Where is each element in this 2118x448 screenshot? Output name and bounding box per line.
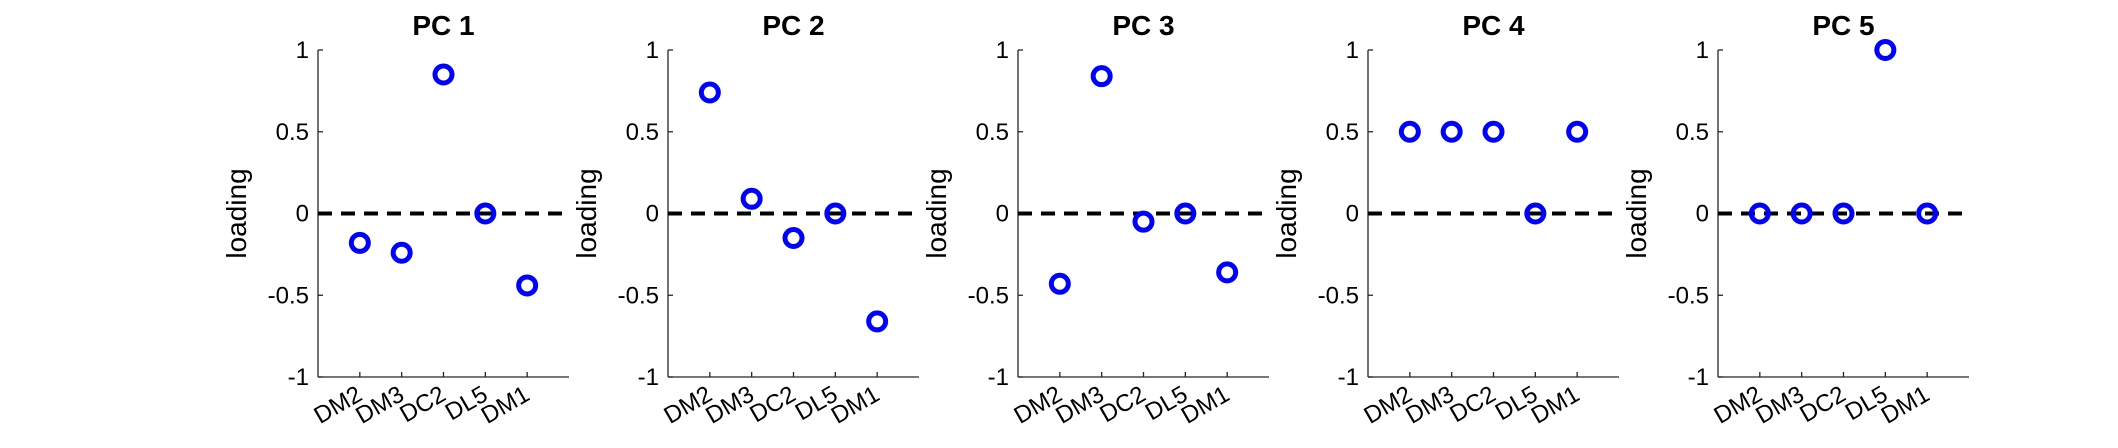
data-point-dm3 xyxy=(1440,120,1463,143)
y-tick-label: 0.5 xyxy=(1676,119,1709,146)
y-tick-label: 1 xyxy=(646,37,659,64)
subplot-title: PC 5 xyxy=(1812,10,1874,41)
data-point-dl5 xyxy=(474,202,497,225)
data-point-dl5 xyxy=(824,202,847,225)
subplot-title: PC 4 xyxy=(1462,10,1525,41)
y-tick-label: -0.5 xyxy=(618,282,659,309)
y-tick-label: 0 xyxy=(296,201,309,228)
data-point-dm3 xyxy=(1790,202,1813,225)
y-tick-label: -0.5 xyxy=(968,282,1009,309)
y-tick-label: -0.5 xyxy=(1318,282,1359,309)
x-tick-label-dm1: DM1 xyxy=(1877,381,1934,430)
y-tick-label: -1 xyxy=(1688,364,1709,391)
data-point-dm2 xyxy=(348,231,371,254)
data-point-dm1 xyxy=(516,274,539,297)
y-axis-label: loading xyxy=(921,168,952,258)
data-point-dm3 xyxy=(740,187,763,210)
y-tick-label: 1 xyxy=(1696,37,1709,64)
y-tick-label: 0.5 xyxy=(626,119,659,146)
y-tick-label: -1 xyxy=(1338,364,1359,391)
y-tick-label: 0.5 xyxy=(276,119,309,146)
data-point-dm1 xyxy=(1916,202,1939,225)
y-tick-label: 1 xyxy=(1346,37,1359,64)
y-tick-label: 0 xyxy=(1696,201,1709,228)
data-point-dm2 xyxy=(1048,272,1071,295)
data-point-dc2 xyxy=(1482,120,1505,143)
data-point-dm1 xyxy=(866,310,889,333)
y-tick-label: 0 xyxy=(1346,201,1359,228)
y-axis-label: loading xyxy=(1271,168,1302,258)
subplot-title: PC 1 xyxy=(412,10,474,41)
x-tick-label-dm1: DM1 xyxy=(827,381,884,430)
data-point-dm3 xyxy=(1090,65,1113,88)
data-point-dc2 xyxy=(432,63,455,86)
y-axis-label: loading xyxy=(221,168,252,258)
y-tick-label: 0.5 xyxy=(976,119,1009,146)
data-point-dm1 xyxy=(1566,120,1589,143)
subplot-title: PC 2 xyxy=(762,10,824,41)
y-tick-label: 0 xyxy=(996,201,1009,228)
y-tick-label: 1 xyxy=(296,37,309,64)
y-tick-label: -1 xyxy=(988,364,1009,391)
data-point-dm2 xyxy=(1748,202,1771,225)
x-tick-label-dm1: DM1 xyxy=(1177,381,1234,430)
y-tick-label: -1 xyxy=(288,364,309,391)
x-tick-label-dm1: DM1 xyxy=(477,381,534,430)
data-point-dc2 xyxy=(782,227,805,250)
y-axis-label: loading xyxy=(571,168,602,258)
data-point-dl5 xyxy=(1174,202,1197,225)
data-point-dm1 xyxy=(1216,261,1239,284)
data-point-dc2 xyxy=(1832,202,1855,225)
y-tick-label: 0 xyxy=(646,201,659,228)
y-tick-label: 1 xyxy=(996,37,1009,64)
y-tick-label: 0.5 xyxy=(1326,119,1359,146)
data-point-dc2 xyxy=(1132,210,1155,233)
data-point-dm2 xyxy=(1398,120,1421,143)
y-tick-label: -0.5 xyxy=(1668,282,1709,309)
data-point-dm3 xyxy=(390,241,413,264)
data-point-dl5 xyxy=(1874,39,1897,61)
data-point-dm2 xyxy=(698,81,721,104)
y-axis-label: loading xyxy=(1621,168,1652,258)
y-tick-label: -1 xyxy=(638,364,659,391)
subplot-title: PC 3 xyxy=(1112,10,1174,41)
y-tick-label: -0.5 xyxy=(268,282,309,309)
data-point-dl5 xyxy=(1524,202,1547,225)
x-tick-label-dm1: DM1 xyxy=(1527,381,1584,430)
